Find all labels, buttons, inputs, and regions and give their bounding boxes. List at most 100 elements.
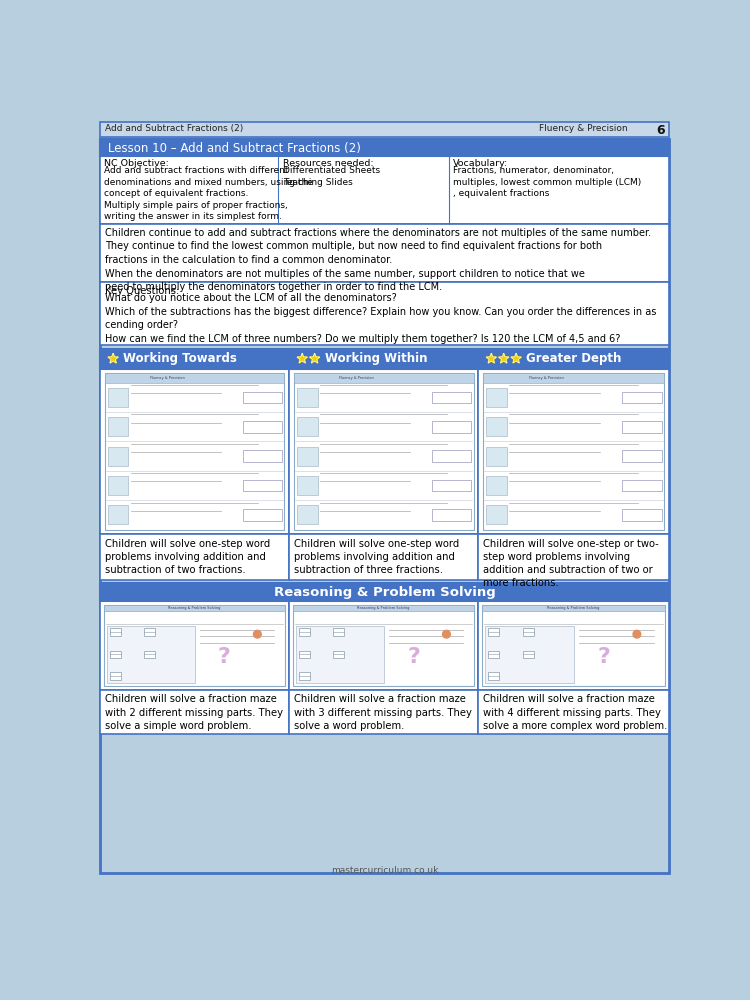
Bar [297,388,317,407]
Text: Fractions, numerator, denominator,
multiples, lowest common multiple (LCM)
, equ: Fractions, numerator, denominator, multi… [453,166,641,198]
Bar [486,476,506,495]
Bar [293,605,474,686]
Bar [622,480,662,491]
Bar [100,139,669,156]
Bar [110,651,121,658]
Bar [299,628,310,636]
Bar [242,480,282,491]
Text: What do you notice about the LCM of all the denominators?
Which of the subtracti: What do you notice about the LCM of all … [104,293,656,344]
Text: ?: ? [218,647,231,667]
Text: Greater Depth: Greater Depth [526,352,622,365]
Bar [144,628,155,636]
Text: Children will solve a fraction maze
with 4 different missing parts. They
solve a: Children will solve a fraction maze with… [483,694,668,731]
Bar [482,605,665,686]
Bar [100,601,289,690]
Bar [478,369,669,534]
Text: 6: 6 [656,124,665,137]
Bar [523,651,534,658]
Text: Fluency & Precision: Fluency & Precision [539,124,628,133]
Bar [100,122,669,137]
Text: Differentiated Sheets
Teaching Slides: Differentiated Sheets Teaching Slides [283,166,380,187]
Text: Reasoning & Problem Solving: Reasoning & Problem Solving [358,606,410,610]
Bar [296,626,384,683]
Bar [100,690,289,734]
Circle shape [442,630,450,638]
Bar [108,447,128,466]
Bar [100,156,669,224]
Bar [483,373,664,383]
Bar [100,349,289,369]
Text: Children will solve one-step word
problems involving addition and
subtraction of: Children will solve one-step word proble… [294,539,459,575]
Bar [100,369,289,534]
Bar [242,509,282,521]
Text: Reasoning & Problem Solving: Reasoning & Problem Solving [274,586,495,599]
Text: ?: ? [407,647,420,667]
Polygon shape [511,353,521,363]
Bar [242,450,282,462]
Bar [431,480,471,491]
Text: Children will solve one-step or two-
step word problems involving
addition and s: Children will solve one-step or two- ste… [483,539,658,588]
Text: NC Objective:: NC Objective: [104,159,169,168]
Bar [488,651,499,658]
Bar [107,626,195,683]
Text: Working Towards: Working Towards [123,352,237,365]
Text: Fluency & Precision: Fluency & Precision [150,376,185,380]
Text: Fluency & Precision: Fluency & Precision [529,376,564,380]
Bar [289,349,478,369]
Bar [297,417,317,436]
Bar [478,349,669,369]
Polygon shape [310,353,320,363]
Bar [431,509,471,521]
Bar [488,672,499,680]
Text: Reasoning & Problem Solving: Reasoning & Problem Solving [168,606,220,610]
Bar [486,388,506,407]
Bar [488,628,499,636]
Bar [299,672,310,680]
Bar [108,505,128,524]
Bar [144,651,155,658]
Text: Vocabulary:: Vocabulary: [453,159,509,168]
Bar [431,450,471,462]
Bar [333,651,344,658]
Bar [478,601,669,690]
Bar [622,392,662,403]
Bar [486,417,506,436]
Bar [486,447,506,466]
Bar [294,373,473,383]
Bar [108,388,128,407]
Text: Fluency & Precision: Fluency & Precision [339,376,374,380]
Bar [289,601,478,690]
Bar [297,476,317,495]
Bar [108,417,128,436]
Polygon shape [297,353,307,363]
Text: Children will solve a fraction maze
with 2 different missing parts. They
solve a: Children will solve a fraction maze with… [104,694,283,731]
Polygon shape [108,353,118,363]
Bar [482,605,665,611]
Bar [110,672,121,680]
Bar [100,534,289,580]
Text: Key Questions:: Key Questions: [104,286,178,296]
Circle shape [633,630,640,638]
Bar [104,373,284,530]
Text: Add and Subtract Fractions (2): Add and Subtract Fractions (2) [104,124,243,133]
Text: Children will solve one-step word
problems involving addition and
subtraction of: Children will solve one-step word proble… [104,539,270,575]
Bar [478,534,669,580]
Bar [104,605,285,611]
Text: Reasoning & Problem Solving: Reasoning & Problem Solving [548,606,600,610]
Text: mastercurriculum.co.uk: mastercurriculum.co.uk [331,866,438,875]
Bar [293,605,474,611]
Bar [333,628,344,636]
Bar [289,534,478,580]
Bar [104,373,284,383]
Bar [297,505,317,524]
Bar [242,392,282,403]
Bar [622,450,662,462]
Bar [289,369,478,534]
Bar [523,628,534,636]
Text: Resources needed:: Resources needed: [283,159,374,168]
Bar [110,628,121,636]
Polygon shape [486,353,496,363]
Bar [299,651,310,658]
Bar [483,373,664,530]
Bar [486,505,506,524]
